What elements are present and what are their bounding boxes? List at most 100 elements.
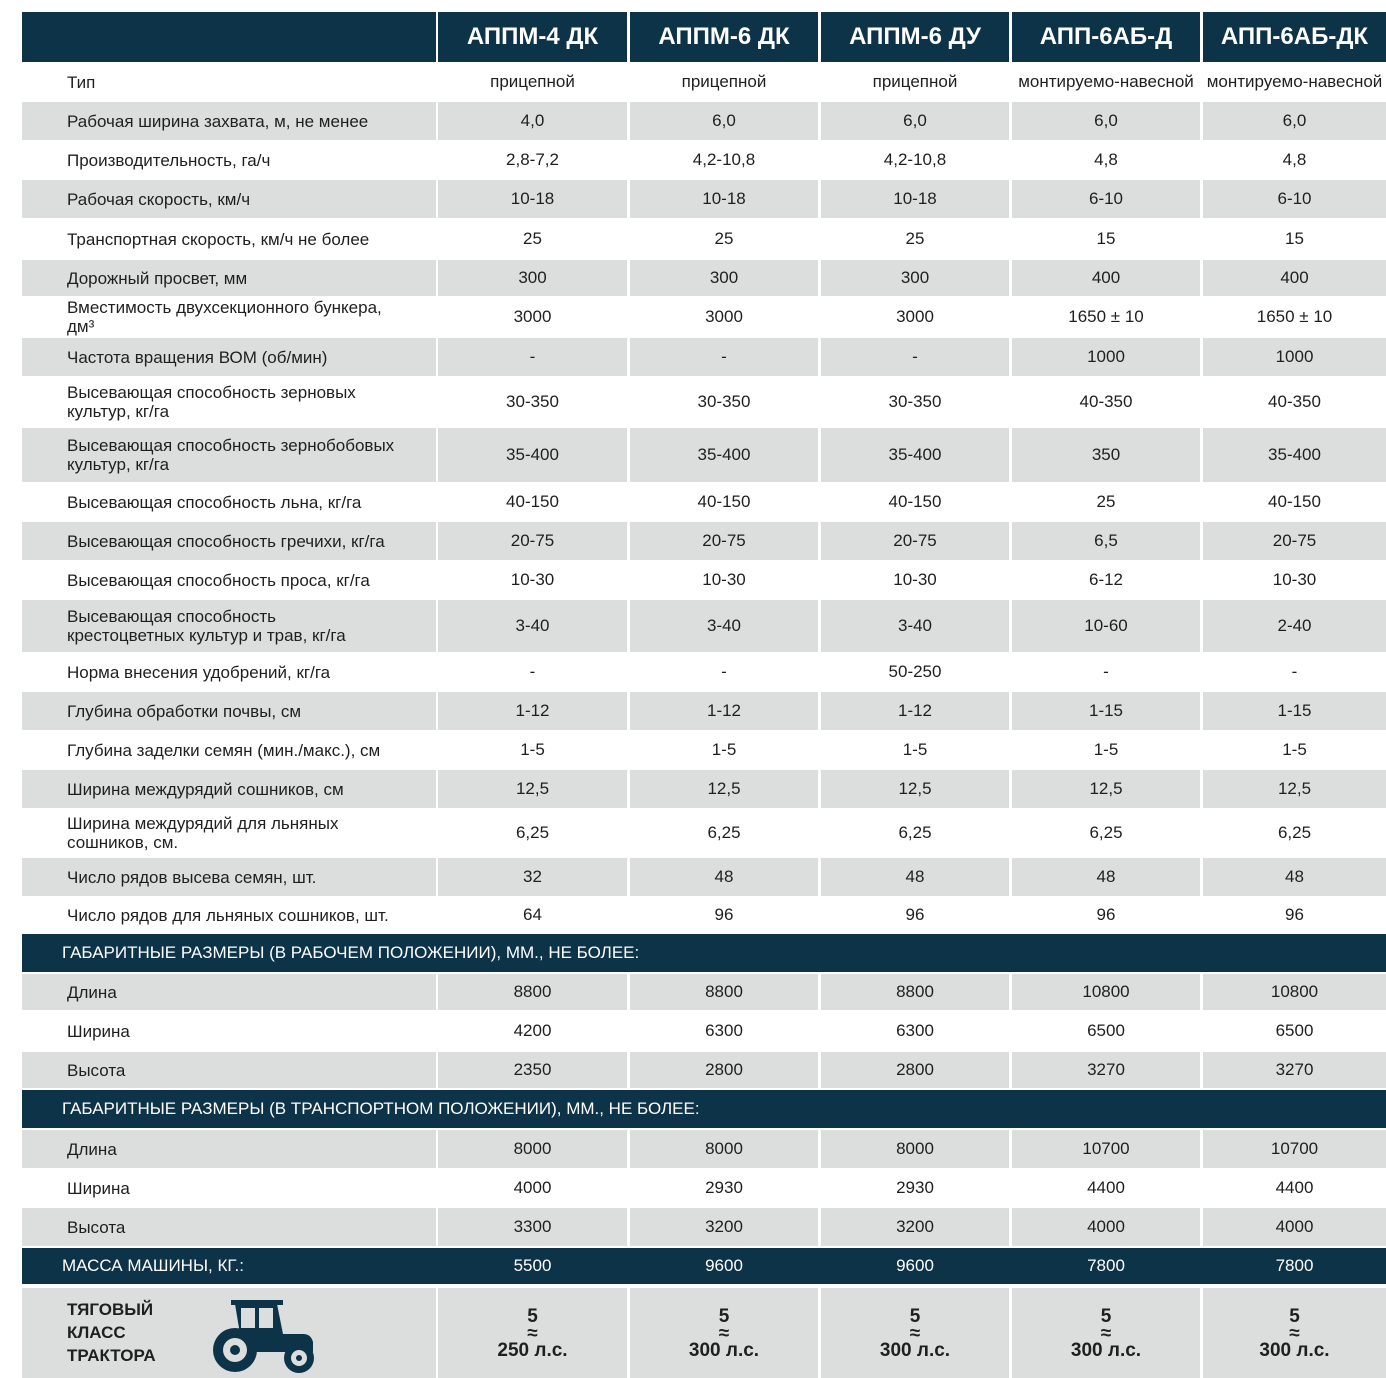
cell-text: 400 [1092,268,1120,288]
cell: 2-40 [1203,600,1386,652]
row-label-text: Высевающая способность гречихи, кг/га [67,532,397,551]
cell: 2350 [438,1052,627,1088]
traction-text: ≈ [910,1325,920,1342]
cell: 1-5 [630,732,818,768]
traction-text: ≈ [1101,1325,1111,1342]
cell: 35-400 [1203,428,1386,482]
cell-text: 20-75 [1273,531,1316,551]
cell-text: 4,0 [521,111,545,131]
cell-text: 4400 [1087,1178,1125,1198]
cell: 300 [630,260,818,296]
cell: 8000 [438,1130,627,1168]
cell: 30-350 [630,378,818,426]
cell-text: - [530,662,536,682]
row-label-text: Высота [67,1061,397,1080]
row-label: Высевающая способность зерновых культур,… [22,378,436,426]
cell: 30-350 [438,378,627,426]
row-label: Высота [22,1208,436,1246]
row-label-text: Длина [67,983,397,1002]
cell-text: 25 [523,229,542,249]
row-label-text: Высевающая способность льна, кг/га [67,493,397,512]
cell: 3-40 [821,600,1009,652]
cell-text: - [721,662,727,682]
cell-text: 6,25 [707,823,740,843]
row-label: Рабочая ширина захвата, м, не менее [22,102,436,140]
cell-text: прицепной [682,72,767,92]
row-label-text: Высевающая способность крестоцветных кул… [67,607,397,645]
cell-text: 4,2-10,8 [884,150,946,170]
cell-text: 25 [906,229,925,249]
row-label-text: Транспортная скорость, км/ч не более [67,230,397,249]
column-header-text: АППМ-6 ДУ [849,23,981,51]
traction-text: 5 [719,1308,730,1325]
cell-text: 48 [1285,867,1304,887]
cell-text: 3-40 [707,616,741,636]
cell: 6,5 [1012,522,1200,560]
cell: 400 [1203,260,1386,296]
cell: 1-15 [1203,692,1386,730]
row-label-text: Высевающая способность проса, кг/га [67,571,397,590]
row-label: Рабочая скорость, км/ч [22,180,436,218]
cell-text: монтируемо-навесной [1018,72,1194,92]
cell: 10-30 [438,562,627,598]
cell: 1-5 [438,732,627,768]
cell-text: 2,8-7,2 [506,150,559,170]
cell: 1650 ± 10 [1203,298,1386,336]
row-label-text: Ширина междурядий сошников, см [67,780,397,799]
cell-text: 40-350 [1268,392,1321,412]
cell: 12,5 [1203,770,1386,808]
cell: 10800 [1203,974,1386,1010]
cell: 350 [1012,428,1200,482]
cell: 2,8-7,2 [438,142,627,178]
cell: 40-350 [1012,378,1200,426]
cell: - [630,338,818,376]
cell: 20-75 [821,522,1009,560]
cell-text: 1-12 [707,701,741,721]
cell: 10-18 [438,180,627,218]
cell-text: 1-5 [520,740,545,760]
row-label: Высевающая способность проса, кг/га [22,562,436,598]
cell-text: 8000 [514,1139,552,1159]
header-blank [22,12,436,62]
cell: 6500 [1012,1012,1200,1050]
cell: 25 [821,220,1009,258]
cell-text: 6,0 [1094,111,1118,131]
cell-text: 4,8 [1283,150,1307,170]
cell-text: 1-15 [1089,701,1123,721]
cell: 25 [630,220,818,258]
cell-text: 1-15 [1277,701,1311,721]
cell: 3200 [821,1208,1009,1246]
cell-text: 20-75 [702,531,745,551]
cell: 6,0 [1203,102,1386,140]
row-label: Высевающая способность крестоцветных кул… [22,600,436,652]
cell: 3000 [630,298,818,336]
row-label: Длина [22,974,436,1010]
cell-text: 12,5 [707,779,740,799]
cell-text: 4,2-10,8 [693,150,755,170]
traction-text: 300 л.с. [880,1342,950,1359]
cell-text: 10-18 [893,189,936,209]
cell-text: 4200 [514,1021,552,1041]
row-label: Глубина заделки семян (мин./макс.), см [22,732,436,768]
cell: 64 [438,898,627,932]
cell-text: 40-150 [1268,492,1321,512]
cell-text: 25 [1097,492,1116,512]
cell-text: монтируемо-навесной [1207,72,1383,92]
cell: 6-12 [1012,562,1200,598]
cell: 40-150 [821,484,1009,520]
row-label-text: Тип [67,73,397,92]
cell-text: 6,25 [898,823,931,843]
traction-cell: 5≈300 л.с. [630,1288,818,1378]
cell-text: - [721,347,727,367]
cell-text: 6500 [1276,1021,1314,1041]
cell: 30-350 [821,378,1009,426]
cell-text: 12,5 [1278,779,1311,799]
cell: 1-5 [1012,732,1200,768]
cell: 1650 ± 10 [1012,298,1200,336]
traction-text: ≈ [719,1325,729,1342]
column-header-text: АПП-6АБ-ДК [1221,23,1368,51]
cell: 300 [821,260,1009,296]
cell: 3270 [1203,1052,1386,1088]
cell: 32 [438,858,627,896]
cell: 4,8 [1203,142,1386,178]
